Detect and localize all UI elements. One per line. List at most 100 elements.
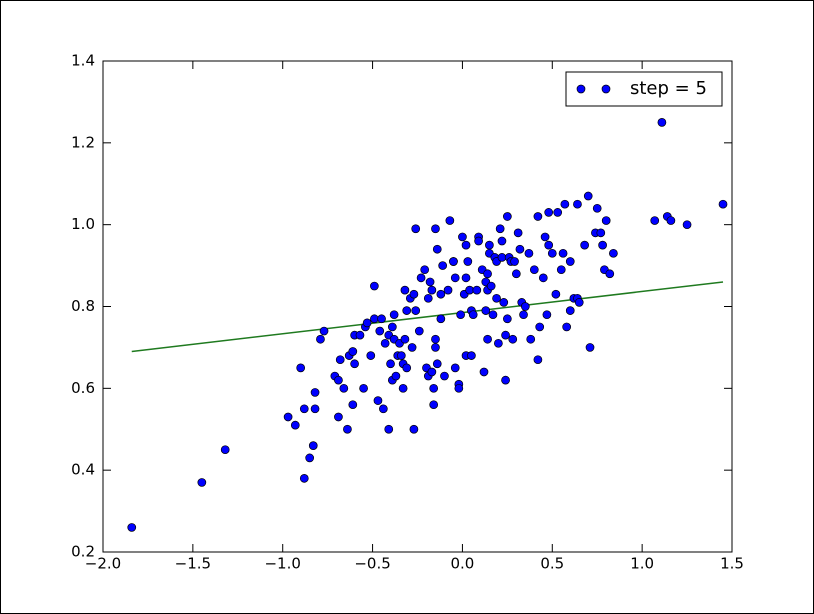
point	[402, 306, 412, 315]
point	[492, 293, 501, 303]
point	[553, 208, 563, 217]
point	[481, 306, 491, 315]
point	[370, 281, 379, 291]
y-tick-label: 0.6	[71, 379, 95, 397]
point	[398, 383, 408, 393]
point	[542, 310, 552, 320]
point	[348, 400, 358, 410]
point	[290, 420, 300, 430]
point	[431, 334, 440, 344]
point	[299, 404, 309, 414]
point	[411, 306, 421, 315]
point	[718, 199, 728, 209]
point	[573, 199, 582, 209]
fit-line	[131, 281, 724, 353]
point	[411, 224, 421, 234]
point	[427, 367, 437, 377]
point	[431, 224, 440, 234]
point	[359, 383, 368, 393]
point	[609, 248, 618, 258]
point	[450, 363, 460, 373]
point	[497, 253, 507, 262]
point	[283, 412, 293, 422]
point	[380, 338, 390, 348]
point	[547, 248, 557, 258]
point	[305, 453, 315, 463]
legend-marker	[601, 84, 611, 94]
point	[423, 293, 433, 303]
x-tick-label: −0.5	[354, 555, 390, 573]
point	[596, 228, 606, 238]
point	[598, 240, 607, 250]
point	[445, 216, 455, 225]
point	[409, 289, 419, 299]
point	[474, 236, 483, 246]
x-tick-label: −1.5	[175, 555, 211, 573]
point	[440, 371, 449, 381]
point	[335, 355, 345, 365]
point	[375, 326, 385, 336]
point	[127, 523, 137, 532]
point	[503, 314, 512, 324]
x-tick-label: 0.0	[450, 555, 474, 573]
point	[461, 273, 471, 283]
point	[657, 118, 667, 127]
point	[436, 314, 446, 324]
point	[565, 306, 575, 315]
point	[497, 236, 507, 246]
point	[436, 289, 446, 299]
point	[409, 424, 419, 434]
point	[339, 383, 349, 393]
point	[535, 322, 545, 332]
point	[458, 232, 467, 242]
point	[533, 212, 543, 221]
point	[197, 478, 207, 487]
x-tick-label: 0.5	[540, 555, 564, 573]
point	[429, 400, 439, 410]
point	[488, 310, 498, 320]
x-tick-label: −2.0	[85, 555, 121, 573]
y-tick-label: 0.4	[71, 461, 95, 479]
point	[432, 244, 442, 254]
point	[400, 334, 410, 344]
point	[501, 375, 510, 385]
plot-area	[103, 61, 732, 552]
point	[379, 404, 388, 414]
point	[520, 302, 530, 311]
point	[605, 269, 615, 279]
point	[384, 424, 394, 434]
y-tick-label: 1.2	[71, 133, 95, 151]
y-tick-label: 0.8	[71, 297, 95, 315]
point	[310, 388, 320, 397]
point	[540, 232, 550, 242]
point	[396, 351, 406, 360]
point	[316, 334, 325, 344]
point	[510, 257, 519, 266]
point	[319, 326, 329, 336]
point	[438, 261, 448, 270]
point	[486, 281, 496, 291]
point	[468, 310, 478, 320]
point	[503, 212, 512, 221]
point	[538, 273, 548, 283]
point	[420, 265, 430, 275]
point	[479, 367, 489, 377]
legend-marker	[576, 84, 586, 94]
x-tick-label: 1.0	[630, 555, 654, 573]
point	[483, 334, 492, 344]
point	[296, 363, 306, 373]
point	[529, 265, 539, 275]
legend-label: step = 5	[630, 78, 707, 99]
point	[519, 310, 528, 320]
point	[508, 334, 518, 344]
point	[463, 257, 473, 266]
point	[407, 343, 417, 352]
point	[454, 383, 464, 393]
point	[682, 220, 692, 230]
point	[389, 310, 399, 320]
point	[350, 359, 359, 369]
point	[556, 265, 566, 275]
point	[583, 191, 593, 201]
point	[472, 285, 482, 295]
point	[544, 240, 554, 250]
